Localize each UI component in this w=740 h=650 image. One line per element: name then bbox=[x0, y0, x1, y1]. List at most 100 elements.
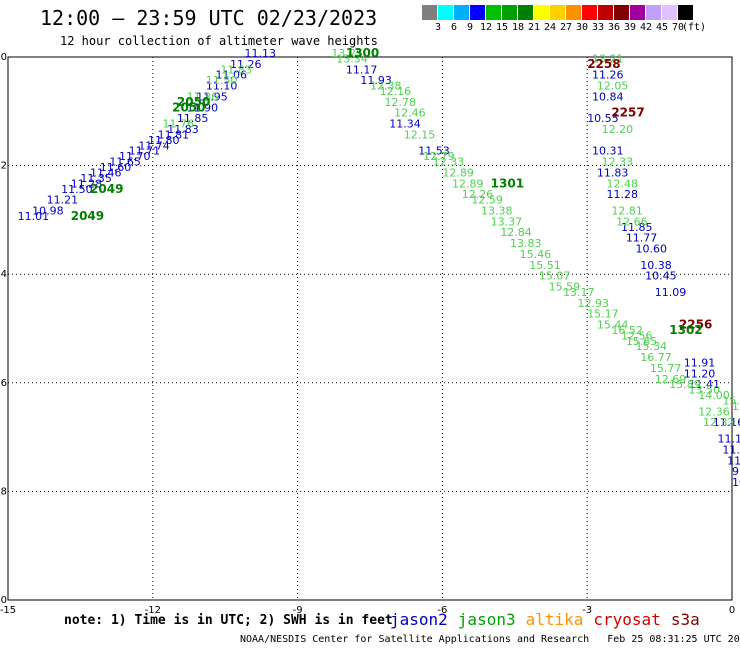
legend-label: 6 bbox=[450, 22, 458, 33]
legend-label: 39 bbox=[623, 22, 637, 33]
legend-label: 9 bbox=[466, 22, 474, 33]
wave-height-value: 11.74 bbox=[138, 139, 170, 152]
legend-label: 70 bbox=[671, 22, 685, 33]
wave-height-value: 10.45 bbox=[645, 270, 677, 283]
y-tick-label: -54 bbox=[0, 269, 7, 280]
wave-height-value: 11.83 bbox=[220, 63, 252, 76]
wave-height-value: 15.89 bbox=[669, 378, 701, 391]
wave-height-value: 12.36 bbox=[698, 405, 730, 418]
wave-height-value: 11.53 bbox=[418, 145, 450, 158]
wave-height-value: 15.65 bbox=[626, 335, 658, 348]
page-subtitle: 12 hour collection of altimeter wave hei… bbox=[60, 34, 378, 48]
wave-height-value: 10.55 bbox=[587, 112, 619, 125]
wave-height-value: 13.37 bbox=[491, 215, 522, 228]
wave-height-value: 12.05 bbox=[597, 80, 629, 93]
wave-height-value: 12 bbox=[732, 400, 740, 413]
wave-height-value: 15.07 bbox=[539, 270, 571, 283]
x-tick-label: -12 bbox=[145, 605, 161, 616]
wave-height-value: 11.65 bbox=[109, 156, 141, 169]
legend-swatch bbox=[534, 5, 550, 20]
wave-height-value: 12.89 bbox=[452, 177, 484, 190]
x-tick-label: -15 bbox=[0, 605, 16, 616]
legend-label: 18 bbox=[511, 22, 525, 33]
wave-height-value: 11.09 bbox=[655, 286, 687, 299]
legend-label: 24 bbox=[543, 22, 557, 33]
wave-height-value: 12.84 bbox=[500, 226, 532, 239]
pass-label: 2049 bbox=[90, 182, 123, 196]
wave-height-value: 11.35 bbox=[80, 172, 112, 185]
page-title: 12:00 – 23:59 UTC 02/23/2023 bbox=[40, 6, 378, 30]
wave-height-value: 10.60 bbox=[635, 242, 667, 255]
satellite-label: cryosat bbox=[593, 610, 661, 629]
wave-height-value: 14.00 bbox=[698, 389, 730, 402]
wave-height-value: 12.33 bbox=[433, 156, 465, 169]
wave-height-value: 15.46 bbox=[520, 248, 552, 261]
wave-height-value: 16.77 bbox=[640, 351, 672, 364]
legend-label: 3 bbox=[434, 22, 442, 33]
legend-swatch bbox=[422, 5, 438, 20]
wave-height-value: 12.56 bbox=[621, 329, 653, 342]
wave-height-value: 12.69 bbox=[655, 373, 687, 386]
wave-height-value: 15.77 bbox=[650, 362, 682, 375]
wave-height-value: 15.59 bbox=[549, 280, 581, 293]
wave-height-value: 15.34 bbox=[635, 340, 667, 353]
wave-height-value: 11.81 bbox=[158, 128, 190, 141]
wave-height-value: 12.89 bbox=[442, 166, 474, 179]
wave-height-value: 11.34 bbox=[389, 118, 421, 131]
legend-swatch bbox=[550, 5, 566, 20]
legend-swatch bbox=[678, 5, 694, 20]
wave-height-value: 15.18 bbox=[722, 395, 740, 408]
wave-height-value: 11.01 bbox=[18, 210, 50, 223]
legend-swatch bbox=[566, 5, 582, 20]
wave-height-value: 11.85 bbox=[621, 221, 653, 234]
wave-height-value: 11.20 bbox=[684, 367, 716, 380]
wave-height-value: 11.86 bbox=[187, 90, 219, 103]
y-tick-label: -50 bbox=[0, 52, 7, 63]
wave-height-value: 9.9 bbox=[732, 465, 740, 478]
wave-height-value: 13.25 bbox=[331, 47, 363, 60]
wave-height-value: 11.26 bbox=[230, 58, 262, 71]
satellite-label: altika bbox=[525, 610, 584, 629]
legend-label: 36 bbox=[607, 22, 621, 33]
wave-height-value: 11.60 bbox=[100, 161, 132, 174]
legend-label: 33 bbox=[591, 22, 605, 33]
wave-height-value: 11.13 bbox=[245, 47, 276, 60]
pass-label: 1300 bbox=[346, 46, 379, 60]
wave-height-value: 11.85 bbox=[177, 112, 209, 125]
wave-height-value: 11.76 bbox=[162, 118, 194, 131]
legend-swatch bbox=[502, 5, 518, 20]
legend-swatch bbox=[662, 5, 678, 20]
wave-height-value: 12.16 bbox=[380, 85, 412, 98]
wave-height-value: 13.38 bbox=[481, 204, 512, 217]
wave-height-value: 11.21 bbox=[47, 194, 79, 207]
y-tick-label: -60 bbox=[0, 595, 7, 606]
wave-height-value: 12.81 bbox=[611, 204, 643, 217]
wave-height-value: 12.78 bbox=[384, 96, 416, 109]
pass-label: 2258 bbox=[587, 57, 620, 71]
footer-credit: NOAA/NESDIS Center for Satellite Applica… bbox=[240, 634, 740, 645]
legend-swatch bbox=[454, 5, 470, 20]
wave-height-value: 11.06 bbox=[216, 69, 248, 82]
wave-height-value: 12.15 bbox=[404, 128, 436, 141]
legend-label: 21 bbox=[527, 22, 541, 33]
legend-swatch bbox=[598, 5, 614, 20]
wave-height-value: 10.38 bbox=[640, 259, 672, 272]
wave-height-value: 13.21 bbox=[592, 52, 624, 65]
wave-height-value: 11.28 bbox=[71, 177, 103, 190]
pass-label: 1302 bbox=[669, 323, 702, 337]
legend-label: 27 bbox=[559, 22, 573, 33]
wave-height-value: 11.50 bbox=[206, 74, 238, 87]
wave-height-value: 11.41 bbox=[689, 378, 721, 391]
color-legend bbox=[422, 5, 694, 20]
wave-height-value: 11.83 bbox=[167, 123, 199, 136]
wave-height-value: 11.91 bbox=[684, 357, 716, 370]
y-tick-label: -58 bbox=[0, 486, 7, 497]
credit-text: NOAA/NESDIS Center for Satellite Applica… bbox=[240, 634, 590, 645]
wave-height-value: 12.32 bbox=[703, 416, 735, 429]
satellite-label: jason3 bbox=[457, 610, 516, 629]
wave-height-value: 15.17 bbox=[587, 308, 619, 321]
footer-note: note: 1) Time is in UTC; 2) SWH is in fe… bbox=[64, 613, 393, 628]
wave-height-value: 11.70 bbox=[119, 150, 151, 163]
legend-swatch bbox=[486, 5, 502, 20]
